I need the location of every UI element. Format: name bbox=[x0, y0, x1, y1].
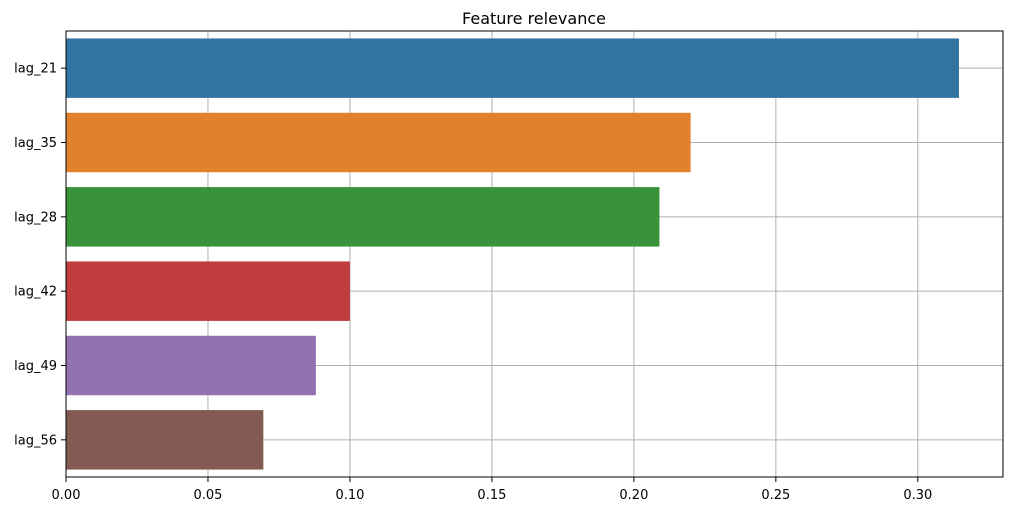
bar-lag-28 bbox=[66, 187, 660, 247]
bar-lag-21 bbox=[66, 38, 959, 98]
bars bbox=[66, 38, 959, 470]
y-axis-ticks: lag_21 lag_35 lag_28 lag_42 lag_49 lag_56 bbox=[14, 62, 66, 448]
chart-title: Feature relevance bbox=[462, 9, 606, 28]
y-tick-label: lag_56 bbox=[14, 433, 57, 448]
x-axis-ticks: 0.00 0.05 0.10 0.15 0.20 0.25 0.30 bbox=[52, 477, 932, 503]
axes bbox=[65, 30, 1004, 478]
x-tick-label: 0.25 bbox=[761, 488, 790, 503]
y-tick-label: lag_42 bbox=[14, 285, 57, 300]
x-tick-label: 0.30 bbox=[903, 488, 932, 503]
x-tick-label: 0.05 bbox=[193, 488, 222, 503]
x-tick-label: 0.00 bbox=[52, 488, 81, 503]
x-tick-label: 0.10 bbox=[335, 488, 364, 503]
plot-frame bbox=[65, 30, 1004, 478]
bar-lag-56 bbox=[66, 410, 264, 470]
x-tick-label: 0.15 bbox=[477, 488, 506, 503]
y-tick-label: lag_35 bbox=[14, 136, 57, 151]
y-tick-label: lag_28 bbox=[14, 210, 57, 225]
y-tick-label: lag_21 bbox=[14, 62, 57, 77]
bar-lag-42 bbox=[66, 261, 350, 321]
x-tick-label: 0.20 bbox=[619, 488, 648, 503]
y-tick-label: lag_49 bbox=[14, 359, 57, 374]
bar-lag-49 bbox=[66, 335, 316, 396]
bar-lag-35 bbox=[66, 112, 691, 173]
